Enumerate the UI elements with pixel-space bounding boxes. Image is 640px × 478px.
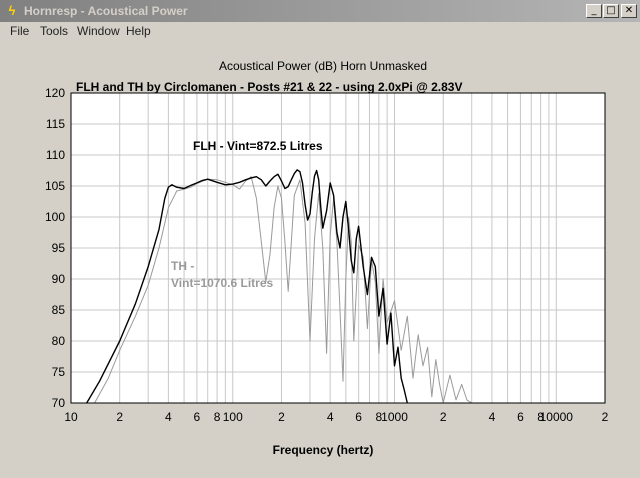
y-tick-label: 85 [52, 303, 66, 317]
flh-annotation: FLH - Vint=872.5 Litres [193, 139, 323, 153]
minimize-button[interactable]: _ [586, 4, 602, 18]
x-tick-label: 2 [440, 410, 447, 424]
chart-title: FLH and TH by Circlomanen - Posts #21 & … [76, 80, 462, 94]
x-tick-label: 6 [355, 410, 362, 424]
menu-file[interactable]: File [10, 24, 30, 38]
x-tick-label: 8 [537, 410, 544, 424]
y-tick-label: 90 [52, 272, 66, 286]
y-tick-label: 120 [45, 86, 65, 100]
flh-series-line [86, 169, 408, 404]
y-tick-label: 75 [52, 365, 66, 379]
hornresp-app-icon: ϟ [8, 3, 16, 18]
y-tick-label: 105 [45, 179, 65, 193]
maximize-button[interactable]: □ [603, 4, 619, 18]
x-tick-label: 10000 [540, 410, 574, 424]
x-tick-label: 4 [165, 410, 172, 424]
x-tick-label: 6 [517, 410, 524, 424]
x-tick-label: 100 [223, 410, 243, 424]
grid-lines [70, 92, 606, 404]
menu-help[interactable]: Help [126, 24, 151, 38]
y-tick-label: 100 [45, 210, 65, 224]
acoustical-power-chart: Acoustical Power (dB) Horn Unmasked FLH … [45, 59, 609, 457]
y-tick-label: 95 [52, 241, 66, 255]
y-tick-label: 110 [46, 148, 65, 162]
plot-frame [70, 92, 606, 404]
y-tick-label: 115 [46, 117, 65, 131]
menu-bar: File Tools Window Help [0, 22, 640, 40]
chart-header: Acoustical Power (dB) Horn Unmasked [219, 59, 427, 73]
window-title: Hornresp - Acoustical Power [24, 4, 188, 18]
y-tick-labels: 70 75 80 85 90 95 100 105 110 115 120 [45, 86, 65, 410]
close-button[interactable]: ✕ [621, 4, 637, 18]
th-annotation-line1: TH - [171, 259, 194, 273]
x-tick-label: 10 [64, 410, 78, 424]
menu-window[interactable]: Window [77, 24, 120, 38]
menu-tools[interactable]: Tools [40, 24, 69, 38]
th-annotation-line2: Vint=1070.6 Litres [171, 276, 273, 290]
x-tick-label: 8 [376, 410, 383, 424]
x-tick-label: 8 [214, 410, 221, 424]
title-bar: ϟ Hornresp - Acoustical Power _ □ ✕ [0, 0, 640, 22]
x-tick-label: 2 [278, 410, 285, 424]
x-tick-label: 4 [327, 410, 334, 424]
x-tick-label: 1000 [381, 410, 408, 424]
series-group [86, 169, 472, 404]
x-tick-label: 4 [489, 410, 496, 424]
x-tick-label: 2 [602, 410, 609, 424]
x-axis-label: Frequency (hertz) [273, 443, 374, 457]
x-tick-label: 2 [116, 410, 123, 424]
x-tick-label: 6 [194, 410, 201, 424]
y-tick-label: 70 [52, 396, 66, 410]
y-tick-label: 80 [52, 334, 66, 348]
